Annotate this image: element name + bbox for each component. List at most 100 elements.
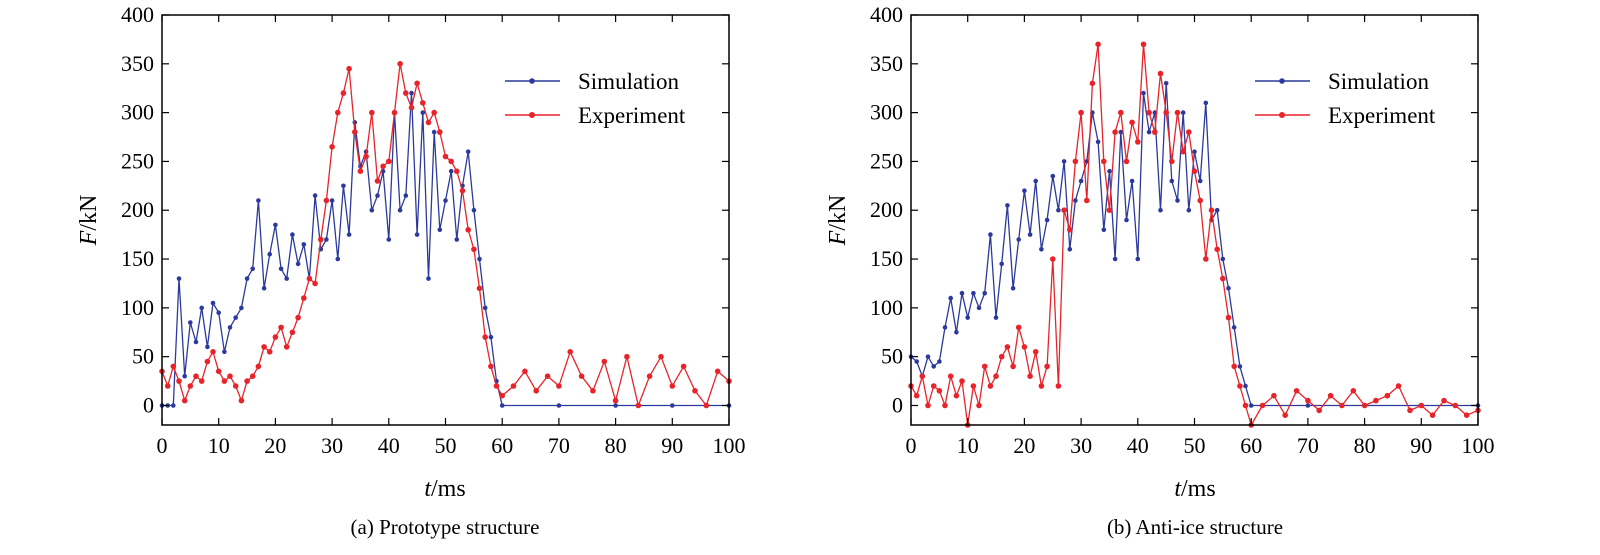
data-point-experiment xyxy=(703,402,710,409)
data-point-simulation xyxy=(1248,403,1254,408)
data-point-simulation xyxy=(386,237,392,242)
data-point-experiment xyxy=(624,353,630,360)
panel-caption: (a) Prototype structure xyxy=(351,515,540,539)
legend-item-simulation: Simulation xyxy=(505,69,679,94)
data-point-experiment xyxy=(1395,383,1402,389)
data-point-experiment xyxy=(1305,397,1311,404)
panel-prototype-structure: 0 10 20 30 40 50 60 70 80 90 100 0 50 100 150 200 250 300… xyxy=(76,2,746,539)
data-point-experiment xyxy=(352,129,358,135)
data-point-experiment xyxy=(692,388,698,394)
data-point-simulation xyxy=(273,222,278,228)
data-point-experiment xyxy=(959,378,965,384)
data-point-experiment xyxy=(1027,373,1033,380)
y-tick-label: 0 xyxy=(892,392,903,417)
data-point-experiment xyxy=(323,197,330,204)
data-point-experiment xyxy=(913,392,920,399)
y-axis-label-symbol: F xyxy=(76,230,102,246)
panel-anti-ice-structure: 0 10 20 30 40 50 60 70 80 90 100 0 50 100 150 200 250 300… xyxy=(825,2,1495,539)
data-point-simulation xyxy=(182,373,187,379)
x-tick-label: 100 xyxy=(713,433,746,458)
data-point-experiment xyxy=(176,378,182,384)
data-point-experiment xyxy=(1452,402,1459,409)
data-point-simulation xyxy=(1112,256,1118,262)
data-point-experiment xyxy=(1186,129,1192,135)
y-axis-label-unit: /kN xyxy=(76,195,102,231)
data-point-simulation xyxy=(1005,203,1010,208)
data-point-experiment xyxy=(193,373,199,380)
data-point-simulation xyxy=(937,359,942,364)
y-tick-label: 150 xyxy=(870,246,903,271)
data-point-experiment xyxy=(204,358,211,365)
data-point-simulation xyxy=(397,207,403,213)
data-point-experiment xyxy=(255,363,262,370)
data-point-experiment xyxy=(942,402,948,409)
data-point-simulation xyxy=(1180,110,1186,115)
data-point-experiment xyxy=(1214,246,1220,253)
data-point-experiment xyxy=(357,168,364,174)
data-point-simulation xyxy=(199,305,204,311)
data-point-experiment xyxy=(1106,207,1113,213)
data-point-simulation xyxy=(999,261,1004,267)
data-point-experiment xyxy=(1293,388,1300,394)
data-point-experiment xyxy=(1157,70,1164,77)
data-point-experiment xyxy=(329,144,335,150)
data-point-experiment xyxy=(437,129,443,135)
data-point-simulation xyxy=(1203,100,1209,106)
data-point-experiment xyxy=(266,349,273,355)
data-point-simulation xyxy=(250,266,255,272)
data-point-experiment xyxy=(680,363,687,370)
data-point-simulation xyxy=(1129,178,1135,184)
series-line-simulation xyxy=(162,92,729,407)
data-point-simulation xyxy=(278,266,284,272)
y-tick-label: 50 xyxy=(881,344,903,369)
x-tick-label: 0 xyxy=(157,433,168,458)
data-point-simulation xyxy=(976,305,982,311)
data-point-simulation xyxy=(346,232,352,237)
data-point-experiment xyxy=(1271,392,1277,399)
data-point-experiment xyxy=(414,80,420,87)
data-point-experiment xyxy=(953,392,960,399)
data-point-experiment xyxy=(919,373,926,380)
data-point-experiment xyxy=(987,383,994,389)
y-tick-label: 200 xyxy=(870,197,903,222)
data-point-experiment xyxy=(306,275,313,282)
x-tick-label: 10 xyxy=(957,433,979,458)
data-point-experiment xyxy=(1384,392,1391,399)
series-simulation xyxy=(159,90,732,408)
y-tick-label: 100 xyxy=(870,295,903,320)
data-point-simulation xyxy=(1192,149,1197,154)
x-tick-label: 60 xyxy=(491,433,513,458)
x-tick-label: 70 xyxy=(1297,433,1319,458)
data-point-experiment xyxy=(408,104,415,111)
data-point-simulation xyxy=(188,320,193,325)
data-point-simulation xyxy=(948,295,953,301)
data-point-experiment xyxy=(1429,412,1436,419)
data-point-simulation xyxy=(312,193,318,198)
legend-item-experiment: Experiment xyxy=(505,103,686,128)
data-point-experiment xyxy=(1407,407,1413,414)
data-point-simulation xyxy=(176,276,182,281)
data-point-simulation xyxy=(931,364,936,369)
data-point-simulation xyxy=(488,334,494,340)
data-point-experiment xyxy=(386,158,392,165)
data-point-experiment xyxy=(187,383,194,389)
data-point-simulation xyxy=(1027,232,1033,237)
data-point-experiment xyxy=(1078,109,1084,116)
ticks-layer: 0 10 20 30 40 50 60 70 80 90 100 0 50 100 150 200 250 300… xyxy=(870,2,1495,458)
data-point-experiment xyxy=(1242,402,1249,409)
data-point-simulation xyxy=(1078,178,1084,184)
data-point-simulation xyxy=(1169,178,1175,184)
data-point-experiment xyxy=(1327,392,1334,399)
data-point-experiment xyxy=(403,90,409,96)
data-point-simulation xyxy=(244,276,250,281)
data-point-experiment xyxy=(1169,158,1175,165)
x-tick-label: 90 xyxy=(661,433,683,458)
data-point-simulation xyxy=(448,168,454,174)
data-point-experiment xyxy=(1361,402,1368,409)
data-point-simulation xyxy=(670,403,675,408)
data-point-simulation xyxy=(1243,383,1248,389)
y-tick-label: 200 xyxy=(121,197,154,222)
data-point-experiment xyxy=(1259,402,1266,409)
data-point-simulation xyxy=(1214,207,1220,213)
data-point-simulation xyxy=(1118,129,1124,135)
